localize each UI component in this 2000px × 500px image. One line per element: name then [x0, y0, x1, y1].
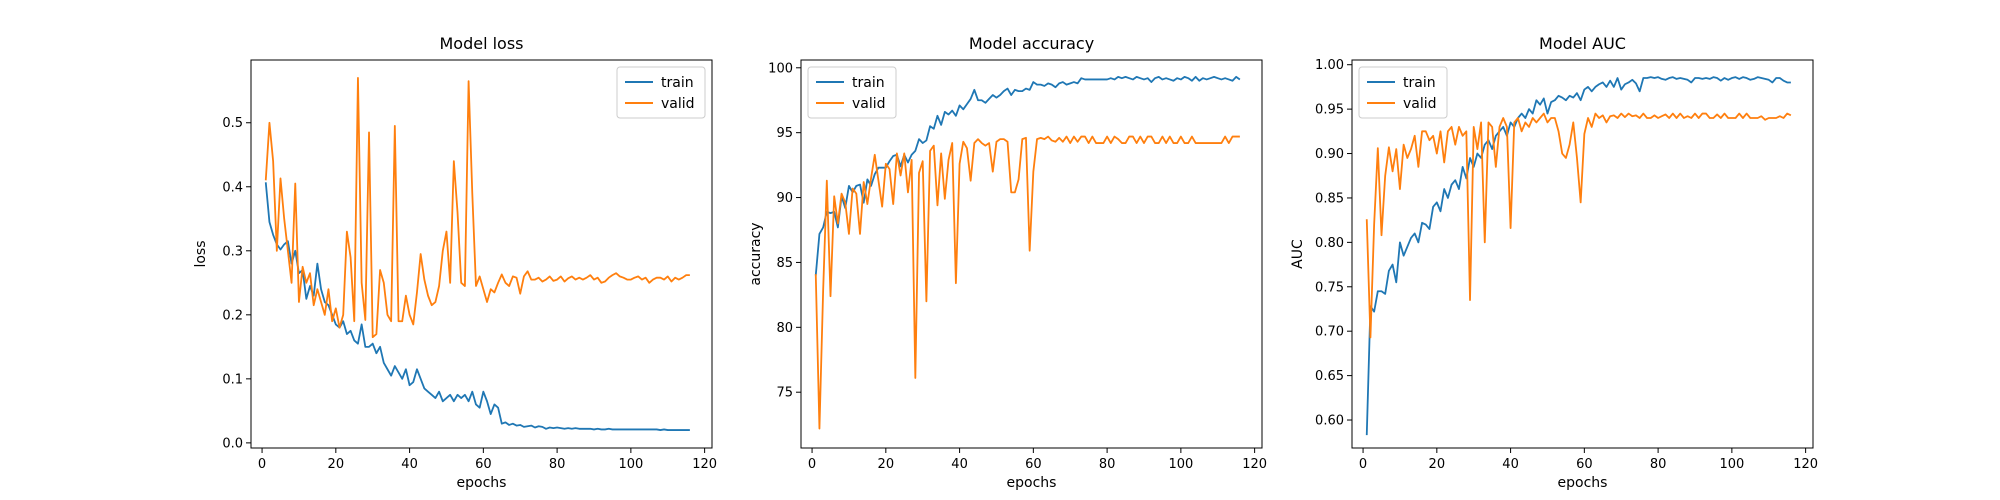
x-tick-label: 100 — [1719, 457, 1744, 472]
legend-label-train: train — [852, 75, 885, 91]
y-tick-label: 0.85 — [1315, 191, 1344, 206]
y-tick-label: 90 — [776, 191, 793, 206]
y-axis-label: AUC — [1290, 239, 1306, 269]
y-axis-label: loss — [193, 240, 209, 267]
x-tick-label: 0 — [258, 457, 266, 472]
y-tick-label: 0.1 — [222, 372, 243, 387]
series-line-valid — [1365, 112, 1792, 339]
x-tick-label: 40 — [1502, 457, 1519, 472]
x-tick-label: 100 — [1168, 457, 1193, 472]
x-tick-label: 120 — [1242, 457, 1267, 472]
chart-panel-2: Model AUC 0 20 40 60 80 100 120 0.60 0.65 0.70 0.75… — [1290, 34, 1818, 491]
series-line-valid — [814, 135, 1240, 430]
legend: train valid — [807, 66, 897, 119]
chart-panel-0: Model loss 0 20 40 60 80 100 120 0.0 0.1 0.2 0.3 0.4… — [193, 34, 717, 491]
y-tick-label: 0.0 — [222, 436, 243, 451]
y-tick-label: 0.70 — [1315, 325, 1344, 340]
chart-title: Model accuracy — [969, 34, 1094, 53]
series-line-train — [1365, 76, 1791, 436]
x-axis-label: epochs — [1558, 475, 1608, 491]
legend-box — [807, 66, 897, 119]
y-tick-label: 0.5 — [222, 116, 243, 131]
y-tick-label: 75 — [776, 386, 793, 401]
y-tick-label: 0.90 — [1315, 147, 1344, 162]
x-tick-label: 80 — [1650, 457, 1667, 472]
x-axis-label: epochs — [1007, 475, 1057, 491]
legend-label-valid: valid — [1403, 96, 1437, 112]
x-tick-label: 80 — [549, 457, 566, 472]
y-tick-label: 0.75 — [1315, 280, 1344, 295]
x-tick-label: 20 — [328, 457, 345, 472]
x-axis-label: epochs — [457, 475, 507, 491]
legend-box — [1358, 66, 1448, 119]
x-tick-label: 40 — [401, 457, 418, 472]
x-tick-label: 0 — [808, 457, 816, 472]
x-tick-label: 40 — [951, 457, 968, 472]
legend: train valid — [1358, 66, 1448, 119]
legend: train valid — [616, 66, 706, 119]
plot-frame — [250, 59, 713, 449]
plot-frame — [1351, 59, 1814, 449]
legend-label-valid: valid — [661, 96, 695, 112]
chart-panel-1: Model accuracy 0 20 40 60 80 100 120 75 80 85 90 95 1… — [748, 34, 1267, 491]
y-tick-label: 0.4 — [222, 180, 243, 195]
legend-box — [616, 66, 706, 119]
legend-label-train: train — [661, 75, 694, 91]
y-tick-label: 100 — [768, 61, 793, 76]
y-tick-label: 0.3 — [222, 244, 243, 259]
series-line-train — [264, 182, 690, 431]
plot-frame — [800, 59, 1263, 449]
y-tick-label: 0.80 — [1315, 236, 1344, 251]
y-axis-label: accuracy — [748, 222, 764, 285]
x-tick-label: 20 — [1429, 457, 1446, 472]
y-tick-label: 0.60 — [1315, 414, 1344, 429]
y-tick-label: 80 — [776, 321, 793, 336]
x-tick-label: 60 — [475, 457, 492, 472]
x-tick-label: 100 — [618, 457, 643, 472]
x-tick-label: 20 — [878, 457, 895, 472]
y-tick-label: 1.00 — [1315, 58, 1344, 73]
x-tick-label: 0 — [1359, 457, 1367, 472]
legend-label-train: train — [1403, 75, 1436, 91]
legend-label-valid: valid — [852, 96, 886, 112]
x-tick-label: 60 — [1025, 457, 1042, 472]
y-tick-label: 0.2 — [222, 308, 243, 323]
x-tick-label: 80 — [1099, 457, 1116, 472]
series-line-valid — [264, 77, 690, 339]
x-tick-label: 120 — [692, 457, 717, 472]
chart-title: Model loss — [439, 34, 523, 53]
x-tick-label: 120 — [1793, 457, 1818, 472]
x-tick-label: 60 — [1576, 457, 1593, 472]
y-tick-label: 85 — [776, 256, 793, 271]
y-tick-label: 0.95 — [1315, 103, 1344, 118]
chart-title: Model AUC — [1539, 34, 1626, 53]
y-tick-label: 0.65 — [1315, 369, 1344, 384]
y-tick-label: 95 — [776, 126, 793, 141]
